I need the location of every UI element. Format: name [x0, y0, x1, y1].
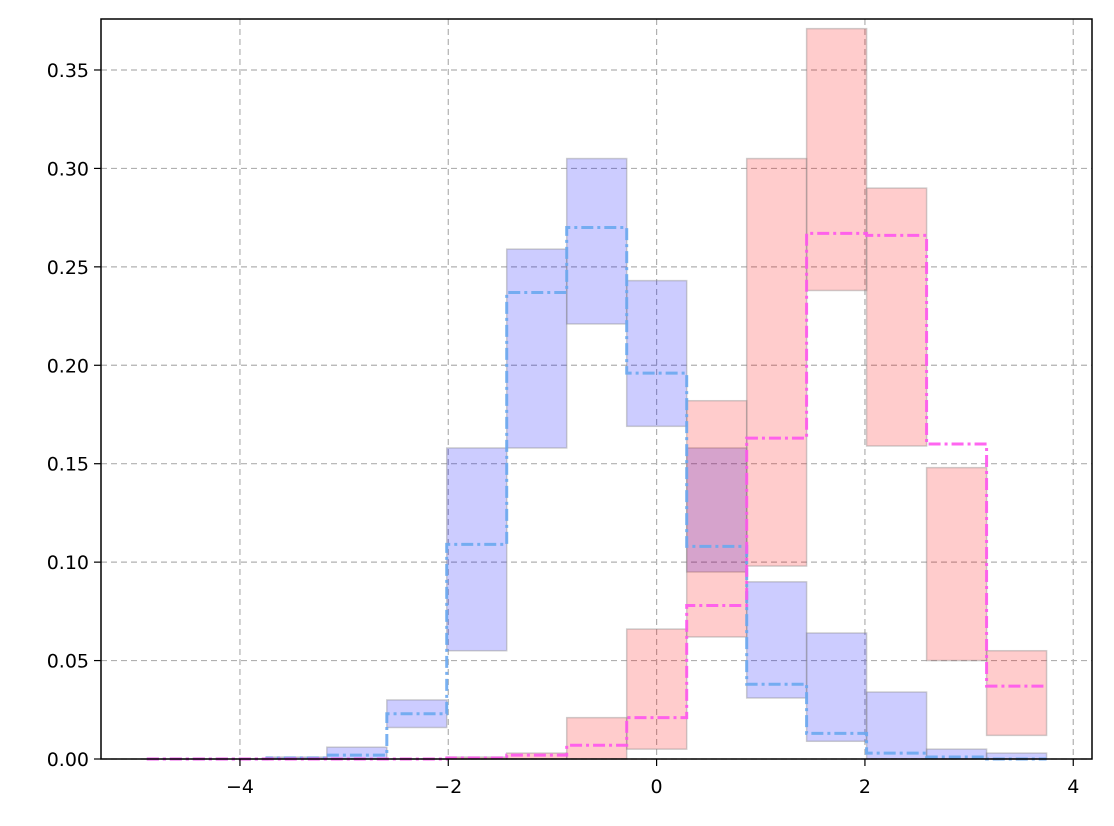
histogram-step-line: [146, 231, 1047, 761]
uncertainty-band: [326, 746, 388, 760]
plot-frame: [100, 18, 1093, 760]
uncertainty-band: [505, 248, 568, 449]
uncertainty-band: [925, 466, 988, 662]
uncertainty-band: [625, 279, 688, 428]
uncertainty-band: [985, 649, 1048, 737]
histogram-step-line: [146, 225, 1047, 761]
y-tick-label: 0.25: [47, 257, 89, 279]
uncertainty-band: [565, 716, 628, 760]
y-tick-label: 0.15: [47, 454, 89, 476]
x-tick-label: −2: [434, 776, 462, 798]
uncertainty-band: [445, 447, 508, 652]
y-tick-label: 0.20: [47, 355, 89, 377]
uncertainty-band: [565, 157, 628, 325]
y-tick-label: 0.35: [47, 60, 89, 82]
x-tick-label: 4: [1067, 776, 1079, 798]
y-tick-label: 0.05: [47, 651, 89, 673]
uncertainty-band: [625, 628, 688, 750]
y-tick-label: 0.10: [47, 552, 89, 574]
uncertainty-band: [805, 632, 868, 743]
uncertainty-band: [805, 27, 868, 292]
uncertainty-band: [865, 691, 928, 760]
uncertainty-band: [685, 399, 748, 638]
uncertainty-band: [745, 581, 808, 699]
x-tick-label: −4: [226, 776, 254, 798]
uncertainty-band: [685, 447, 748, 573]
x-tick-label: 2: [859, 776, 871, 798]
uncertainty-band: [865, 187, 928, 447]
y-tick-label: 0.30: [47, 158, 89, 180]
uncertainty-band: [745, 157, 808, 567]
y-tick-label: 0.00: [47, 749, 89, 771]
x-tick-label: 0: [651, 776, 663, 798]
